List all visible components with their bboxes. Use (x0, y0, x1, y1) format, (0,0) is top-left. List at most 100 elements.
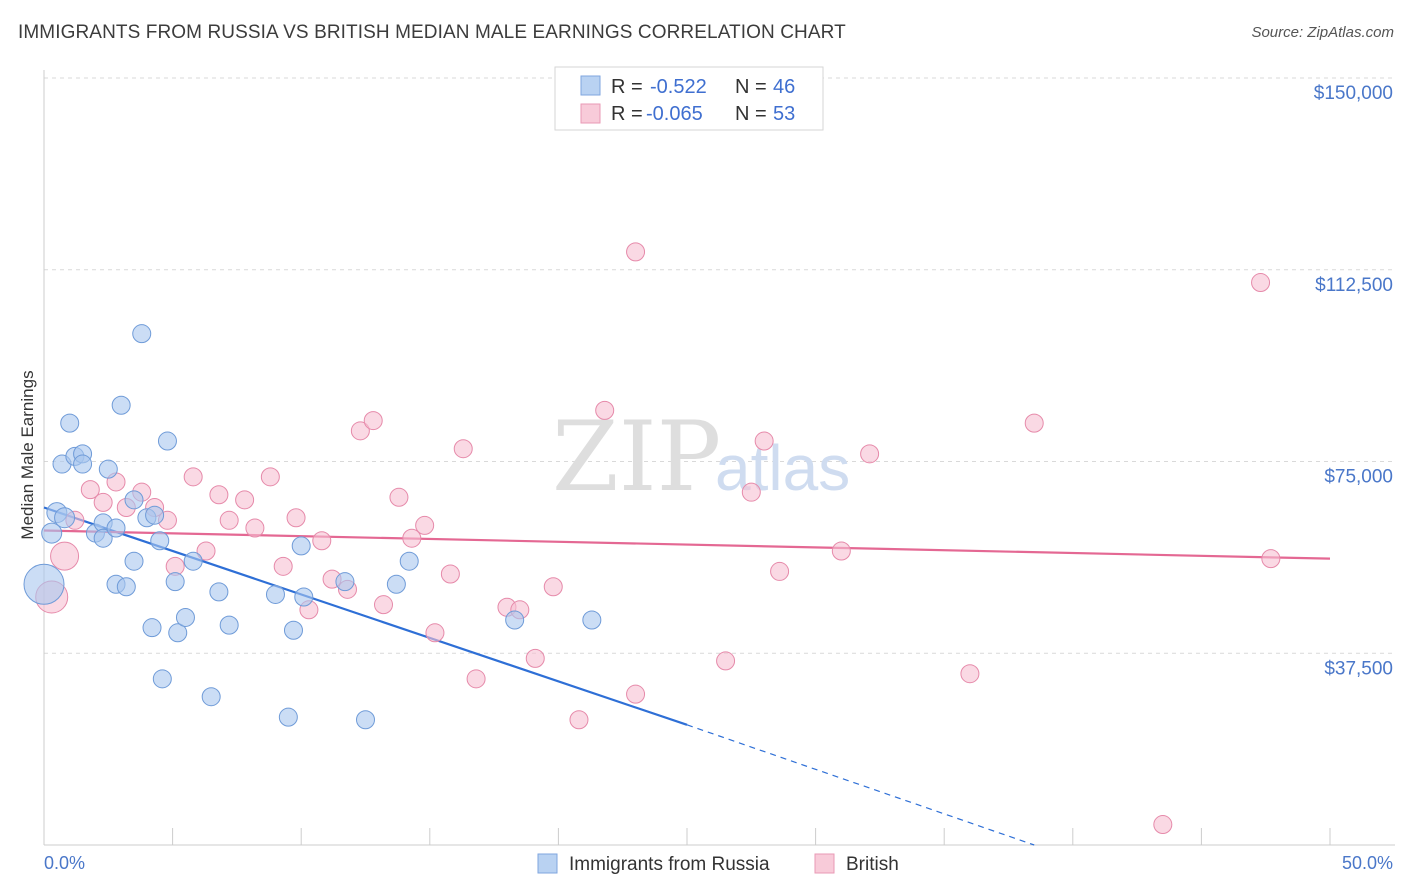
legend-n-label-2: N = (735, 103, 767, 125)
british-point (626, 242, 646, 262)
british-point (245, 518, 265, 538)
british-point (960, 664, 980, 684)
watermark-zip: ZIP (552, 401, 721, 513)
british-point (183, 467, 203, 487)
watermark-atlas: atlas (715, 432, 850, 504)
y-tick-label: $150,000 (1314, 83, 1393, 104)
legend-label-british: British (846, 854, 899, 875)
british-point (363, 411, 383, 431)
y-tick-label: $37,500 (1324, 658, 1393, 679)
legend-r-value-2: -0.065 (646, 103, 703, 125)
russia-point (116, 577, 136, 597)
british-point (350, 421, 370, 441)
russia-trend-extension (686, 724, 1035, 846)
stats-legend: R = -0.522 N = 46 R = -0.065 N = 53 (554, 66, 824, 131)
russia-point (168, 623, 188, 643)
x-tick-label-max: 50.0% (1342, 853, 1393, 873)
russia-point (291, 536, 311, 556)
russia-point (209, 582, 229, 602)
british-point (260, 467, 280, 487)
legend-swatch-russia (580, 75, 601, 96)
russia-point (41, 522, 63, 544)
russia-point (399, 551, 419, 571)
british-point (1251, 273, 1271, 293)
legend-n-value-1: 46 (773, 76, 795, 98)
russia-point (142, 618, 162, 638)
y-tick-label: $75,000 (1324, 467, 1393, 488)
british-point (741, 482, 761, 502)
british-points (35, 242, 1281, 835)
russia-points (23, 324, 602, 730)
chart-title: IMMIGRANTS FROM RUSSIA VS BRITISH MEDIAN… (18, 22, 846, 43)
russia-point (152, 669, 172, 689)
legend-r-label-1: R = (611, 76, 643, 98)
legend-r-label-2: R = (611, 103, 643, 125)
y-tick-label: $112,500 (1315, 275, 1393, 296)
watermark: ZIP atlas (552, 401, 850, 513)
russia-point (106, 518, 126, 538)
russia-point (145, 505, 165, 525)
russia-point (201, 687, 221, 707)
russia-point (23, 563, 65, 605)
trend-lines (43, 506, 1331, 846)
y-axis-title: Median Male Earnings (18, 370, 37, 539)
legend-n-value-2: 53 (773, 103, 795, 125)
russia-point (124, 551, 144, 571)
russia-point (219, 615, 239, 635)
british-point (1153, 815, 1173, 835)
british-point (440, 564, 460, 584)
legend-swatch-british (580, 103, 601, 124)
russia-point (294, 587, 314, 607)
british-point (716, 651, 736, 671)
russia-point (265, 584, 285, 604)
russia-point (183, 551, 203, 571)
british-point (543, 577, 563, 597)
chart-source: Source: ZipAtlas.com (1251, 24, 1394, 41)
russia-point (582, 610, 602, 630)
british-point (425, 623, 445, 643)
russia-point (386, 574, 406, 594)
british-point (1261, 549, 1281, 569)
russia-point (335, 572, 355, 592)
legend-label-russia: Immigrants from Russia (569, 854, 770, 875)
british-point (1024, 413, 1044, 433)
british-point (569, 710, 589, 730)
russia-point (157, 431, 177, 451)
british-point (770, 561, 790, 581)
russia-point (175, 607, 195, 627)
gridlines (44, 77, 1395, 654)
legend-swatch-bottom-british (814, 853, 835, 874)
british-point (235, 490, 255, 510)
russia-point (356, 710, 375, 730)
series-legend: Immigrants from Russia British (537, 853, 899, 875)
russia-point (283, 620, 303, 640)
british-point (453, 439, 473, 459)
british-point (273, 556, 293, 576)
x-tick-marks (43, 828, 1331, 845)
russia-point (73, 454, 93, 474)
british-point (595, 400, 615, 420)
british-point (402, 528, 422, 548)
legend-r-value-1: -0.522 (650, 76, 707, 98)
russia-point (505, 610, 525, 630)
russia-point (98, 459, 118, 479)
british-point (831, 541, 851, 561)
russia-point (165, 572, 185, 592)
british-point (626, 684, 646, 704)
british-point (80, 480, 100, 500)
y-tick-labels: $37,500 $75,000 $112,500 $150,000 (1314, 83, 1393, 679)
russia-point (278, 707, 298, 727)
british-point (93, 492, 113, 512)
legend-swatch-bottom-russia (537, 853, 558, 874)
legend-n-label-1: N = (735, 76, 767, 98)
british-point (196, 541, 216, 561)
british-point (415, 515, 435, 535)
british-point (312, 531, 332, 551)
british-trend-line (43, 529, 1331, 560)
x-tick-label-min: 0.0% (44, 853, 85, 873)
british-point (219, 510, 239, 530)
axes (43, 70, 1395, 846)
british-point (860, 444, 880, 464)
british-point (466, 669, 486, 689)
